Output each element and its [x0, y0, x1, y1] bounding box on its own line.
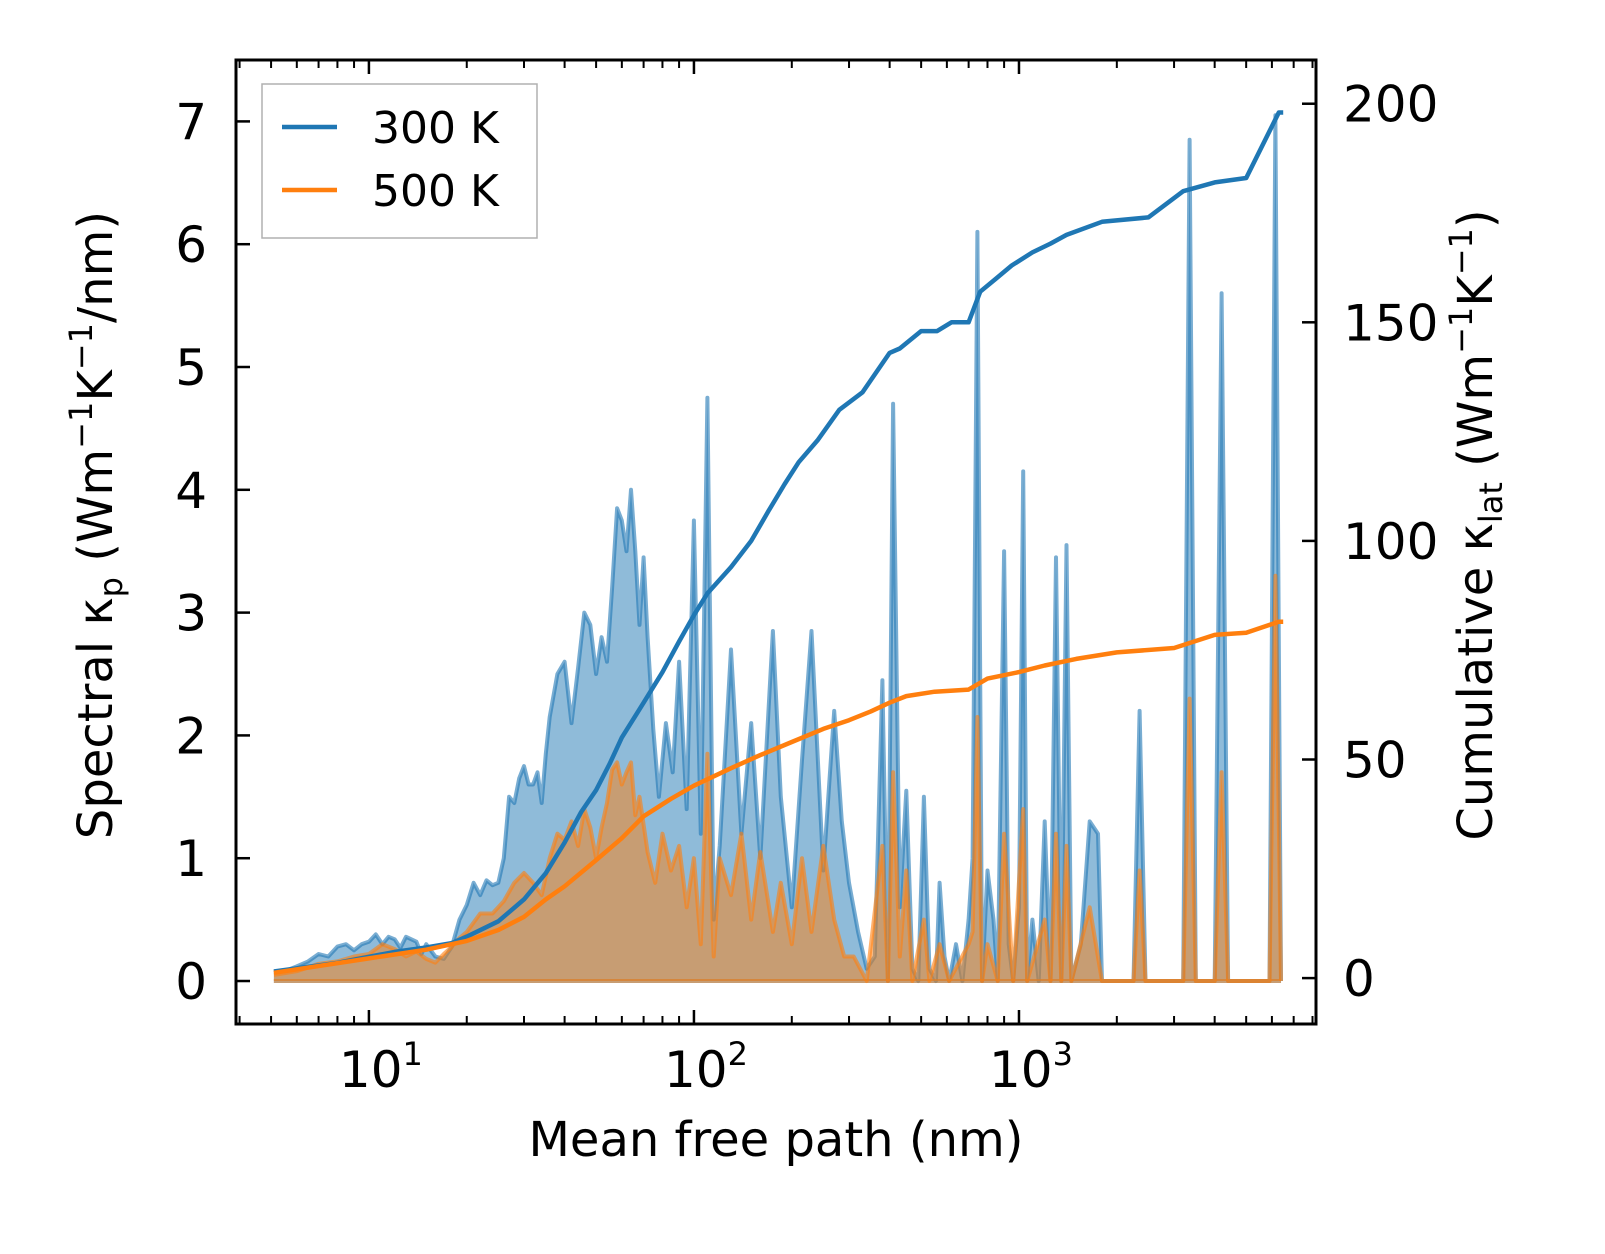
spectral-area-500k: [273, 575, 1281, 981]
left-y-axis-title: Spectral κp (Wm−1K−1/nm): [62, 211, 130, 839]
legend-label-500k: 500 K: [372, 166, 500, 217]
right-y-tick-label: 100: [1343, 513, 1438, 571]
left-y-tick-label: 0: [175, 953, 207, 1011]
right-y-tick-labels: 0 50 100 150 200: [1343, 76, 1438, 1008]
ticks: [236, 60, 1316, 1024]
legend: 300 K 500 K: [261, 83, 538, 239]
left-y-tick-label: 2: [175, 707, 207, 765]
x-tick-label-10^3: 103: [989, 1035, 1073, 1099]
cumulative-line-500k: [273, 619, 1284, 976]
x-tick-label-10^1: 101: [339, 1035, 423, 1099]
right-y-tick-label: 0: [1343, 950, 1375, 1008]
left-y-tick-label: 4: [175, 462, 207, 520]
left-y-tick-label: 6: [175, 216, 207, 274]
right-y-tick-label: 150: [1343, 294, 1438, 352]
x-tick-labels: 101 102 103: [339, 1035, 1073, 1099]
left-y-tick-label: 7: [175, 93, 207, 151]
right-y-tick-label: 200: [1343, 76, 1438, 134]
x-tick-label-10^2: 102: [664, 1035, 748, 1099]
spectral-line-500k: [273, 573, 1283, 983]
right-y-axis-title: Cumulative κlat (Wm−1K−1): [1442, 209, 1510, 840]
left-y-tick-label: 3: [175, 585, 207, 643]
left-y-tick-label: 1: [175, 830, 207, 888]
legend-label-300k: 300 K: [372, 103, 500, 154]
x-axis-title: Mean free path (nm): [529, 1112, 1024, 1168]
cumulative-line-300k: [273, 110, 1284, 974]
right-y-tick-label: 50: [1343, 732, 1407, 790]
legend-box: [261, 83, 538, 239]
left-y-tick-label: 5: [175, 339, 207, 397]
left-y-tick-labels: 0 1 2 3 4 5 6 7: [175, 93, 207, 1011]
spectral-area-300k: [273, 115, 1281, 982]
plot-area: [273, 110, 1284, 984]
